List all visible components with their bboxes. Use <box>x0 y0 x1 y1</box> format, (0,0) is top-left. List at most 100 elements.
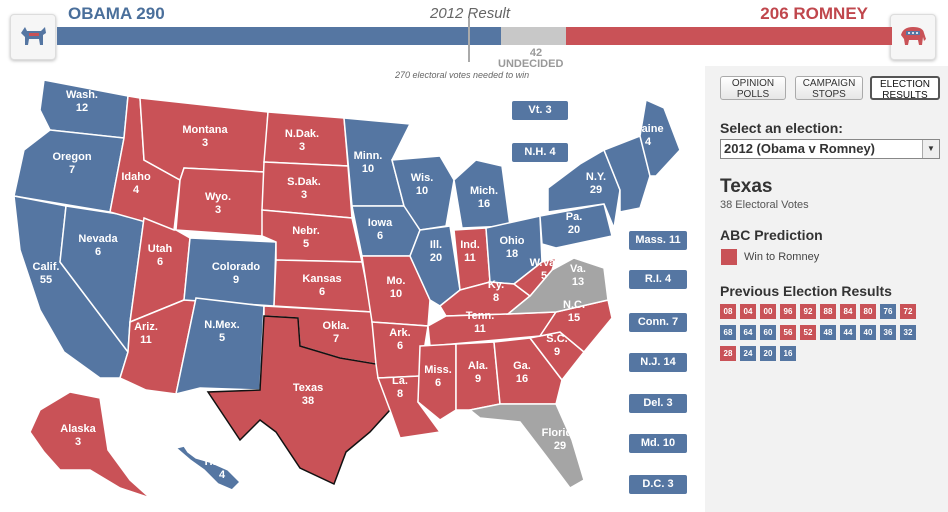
state-label-mi: Mich. <box>470 185 498 197</box>
state-va[interactable] <box>505 257 609 315</box>
previous-result-16[interactable]: 16 <box>780 346 796 361</box>
state-votes-mt: 3 <box>202 137 208 149</box>
state-label-tn: Tenn. <box>466 310 495 322</box>
republican-elephant-icon <box>890 14 936 60</box>
state-label-ak: Alaska <box>60 423 96 435</box>
state-wy[interactable] <box>175 167 265 237</box>
results-header: OBAMA 290 2012 Result 206 ROMNEY 42 UNDE… <box>0 0 948 80</box>
previous-result-96[interactable]: 96 <box>780 304 796 319</box>
state-ny[interactable] <box>547 148 621 231</box>
state-votes-il: 20 <box>430 252 442 264</box>
state-votes-ny: 29 <box>590 184 602 196</box>
tab-election-results[interactable]: ELECTION RESULTS <box>870 76 940 101</box>
democrat-donkey-icon <box>10 14 56 60</box>
previous-result-92[interactable]: 92 <box>800 304 816 319</box>
state-ak[interactable] <box>29 391 151 499</box>
state-votes-id: 4 <box>133 184 140 196</box>
state-votes-pa: 20 <box>568 224 580 236</box>
previous-result-20[interactable]: 20 <box>760 346 776 361</box>
state-votes-ok: 7 <box>333 333 339 345</box>
state-label-co: Colorado <box>212 261 261 273</box>
state-mo[interactable] <box>361 255 431 327</box>
previous-result-36[interactable]: 36 <box>880 325 896 340</box>
previous-result-08[interactable]: 08 <box>720 304 736 319</box>
small-state-md[interactable]: Md. 10 <box>629 434 687 453</box>
small-state-ri[interactable]: R.I. 4 <box>629 270 687 289</box>
state-votes-nc: 15 <box>568 312 580 324</box>
prediction-text: Win to Romney <box>744 251 820 263</box>
state-label-wa: Wash. <box>66 89 98 101</box>
state-label-ia: Iowa <box>368 217 393 229</box>
state-wv[interactable] <box>512 256 558 298</box>
state-nm[interactable] <box>175 297 265 396</box>
previous-result-80[interactable]: 80 <box>860 304 876 319</box>
state-votes-sd: 3 <box>301 189 307 201</box>
tab-opinion-polls[interactable]: OPINION POLLS <box>720 76 786 100</box>
state-label-wv: W.Va. <box>530 257 559 269</box>
state-votes-ks: 6 <box>319 286 325 298</box>
state-label-ar: Ark. <box>389 327 410 339</box>
previous-result-40[interactable]: 40 <box>860 325 876 340</box>
small-state-nj[interactable]: N.J. 14 <box>629 353 687 372</box>
small-state-vt[interactable]: Vt. 3 <box>512 101 568 120</box>
state-mi[interactable] <box>453 159 511 229</box>
state-votes-ga: 16 <box>516 373 528 385</box>
state-tx[interactable] <box>206 315 391 486</box>
election-select[interactable]: 2012 (Obama v Romney) ▼ <box>720 139 940 159</box>
previous-result-84[interactable]: 84 <box>840 304 856 319</box>
previous-result-24[interactable]: 24 <box>740 346 756 361</box>
state-votes-ar: 6 <box>397 340 403 352</box>
previous-result-68[interactable]: 68 <box>720 325 736 340</box>
state-labels: Wash.12Oregon7Calif.55Nevada6Idaho4Monta… <box>33 89 664 481</box>
state-hi[interactable] <box>174 445 242 491</box>
result-title: 2012 Result <box>430 5 511 22</box>
state-label-mo: Mo. <box>387 275 406 287</box>
state-label-ky: Ky. <box>488 279 504 291</box>
state-votes-al: 9 <box>475 373 481 385</box>
state-votes-la: 8 <box>397 388 403 400</box>
state-votes-fl: 29 <box>554 440 566 452</box>
state-label-id: Idaho <box>121 171 151 183</box>
republican-score: 206 ROMNEY <box>760 4 868 23</box>
state-votes-sc: 9 <box>554 346 560 358</box>
previous-result-04[interactable]: 04 <box>740 304 756 319</box>
state-votes-nv: 6 <box>95 246 101 258</box>
small-state-de[interactable]: Del. 3 <box>629 394 687 413</box>
state-label-mt: Montana <box>182 124 228 136</box>
previous-result-64[interactable]: 64 <box>740 325 756 340</box>
previous-result-44[interactable]: 44 <box>840 325 856 340</box>
previous-results-heading: Previous Election Results <box>720 283 892 299</box>
state-ga[interactable] <box>493 337 563 405</box>
electoral-map: Wash.12Oregon7Calif.55Nevada6Idaho4Monta… <box>13 79 681 499</box>
small-state-nh[interactable]: N.H. 4 <box>512 143 568 162</box>
tab-campaign-stops[interactable]: CAMPAIGN STOPS <box>795 76 863 100</box>
state-fl[interactable] <box>468 403 585 489</box>
previous-result-88[interactable]: 88 <box>820 304 836 319</box>
state-votes-ne: 5 <box>303 238 309 250</box>
previous-result-76[interactable]: 76 <box>880 304 896 319</box>
previous-result-72[interactable]: 72 <box>900 304 916 319</box>
previous-result-56[interactable]: 56 <box>780 325 796 340</box>
previous-result-60[interactable]: 60 <box>760 325 776 340</box>
previous-result-00[interactable]: 00 <box>760 304 776 319</box>
small-state-dc[interactable]: D.C. 3 <box>629 475 687 494</box>
state-votes-tn: 11 <box>474 323 486 335</box>
state-or[interactable] <box>13 129 125 213</box>
previous-result-32[interactable]: 32 <box>900 325 916 340</box>
state-votes-oh: 18 <box>506 248 518 260</box>
state-shapes <box>13 79 681 499</box>
small-state-ma[interactable]: Mass. 11 <box>629 231 687 250</box>
chevron-down-icon[interactable]: ▼ <box>922 140 939 158</box>
state-label-nd: N.Dak. <box>285 128 319 140</box>
state-votes-ca: 55 <box>40 274 52 286</box>
state-me[interactable] <box>639 98 681 177</box>
previous-result-48[interactable]: 48 <box>820 325 836 340</box>
state-votes-az: 11 <box>140 334 152 346</box>
undecided-count: 42 <box>529 47 543 59</box>
previous-result-28[interactable]: 28 <box>720 346 736 361</box>
state-ms[interactable] <box>417 343 457 421</box>
small-state-ct[interactable]: Conn. 7 <box>629 313 687 332</box>
state-label-la: La. <box>392 375 408 387</box>
previous-result-52[interactable]: 52 <box>800 325 816 340</box>
state-label-al: Ala. <box>468 360 488 372</box>
